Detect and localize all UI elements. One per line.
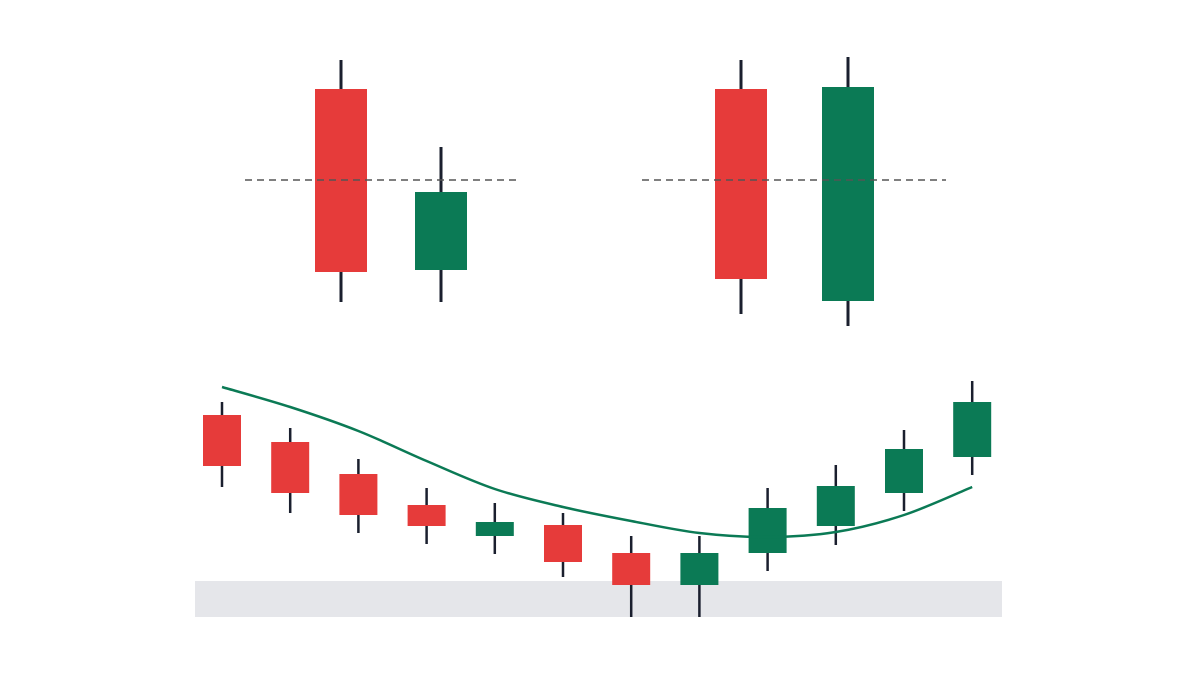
- candle-body: [816, 486, 855, 526]
- candle-body: [339, 474, 378, 515]
- candle-body: [612, 553, 651, 585]
- candle-body: [407, 505, 446, 526]
- candle-body: [415, 192, 467, 270]
- candle-body: [715, 89, 767, 279]
- candle-body: [680, 553, 719, 585]
- support-band: [195, 581, 1002, 617]
- candle-body: [953, 402, 992, 457]
- candle-body: [885, 449, 923, 493]
- candle-body: [271, 442, 310, 493]
- moving-average-line: [221, 385, 973, 539]
- candle-body: [822, 87, 874, 301]
- candle-body: [475, 522, 514, 536]
- candle-body: [748, 508, 787, 553]
- candle-body: [203, 415, 241, 466]
- candle-body: [544, 525, 582, 562]
